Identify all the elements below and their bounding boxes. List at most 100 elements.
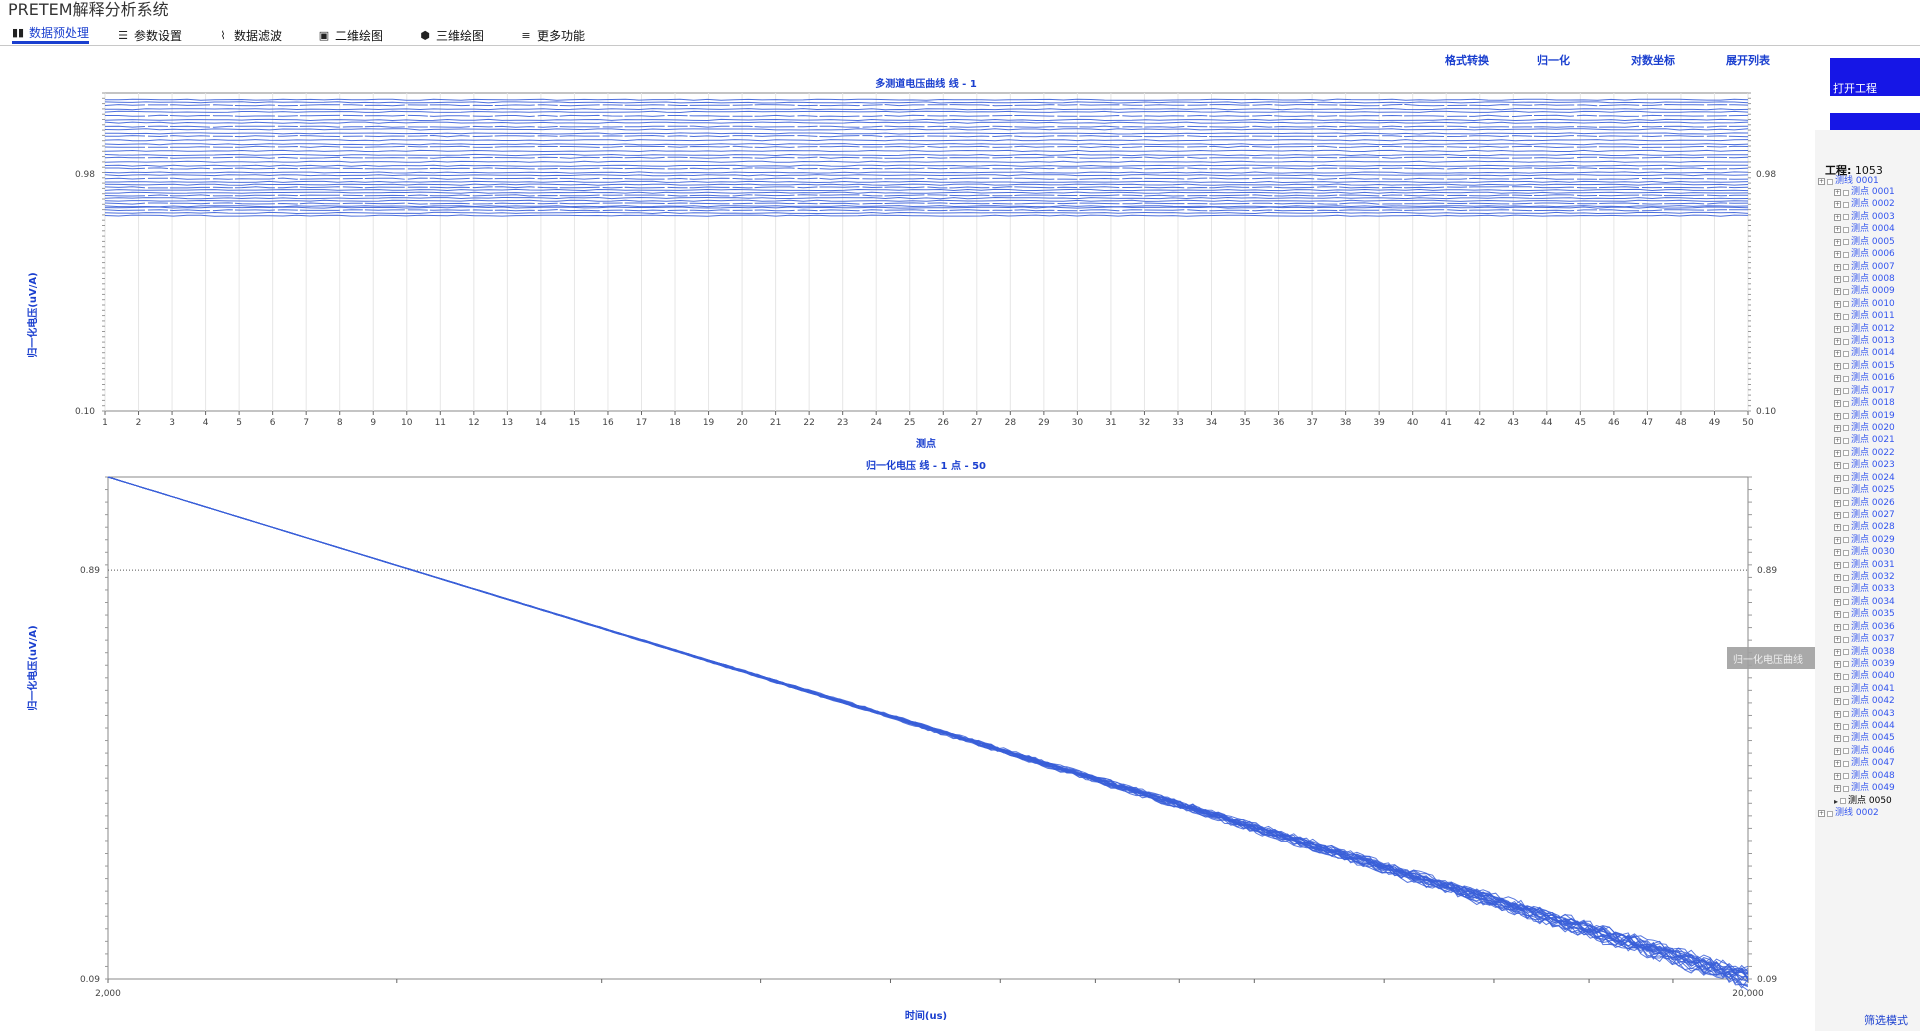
tree-point-node[interactable]: + 测点 0027	[1834, 510, 1895, 521]
tree-point-node[interactable]: + 测点 0006	[1834, 249, 1895, 260]
tree-expand-icon[interactable]: +	[1834, 735, 1841, 743]
tree-checkbox[interactable]	[1843, 599, 1849, 606]
menu-data-filter[interactable]: ⌇ 数据滤波	[217, 25, 282, 45]
tree-expand-icon[interactable]: +	[1834, 238, 1841, 246]
tree-checkbox[interactable]	[1843, 574, 1849, 581]
tree-point-node[interactable]: + 测点 0007	[1834, 262, 1895, 273]
tree-checkbox[interactable]	[1843, 462, 1849, 469]
tree-checkbox[interactable]	[1843, 276, 1849, 283]
tree-checkbox[interactable]	[1843, 611, 1849, 618]
tree-expand-icon[interactable]: +	[1834, 251, 1841, 259]
tree-checkbox[interactable]	[1843, 673, 1849, 680]
filter-mode-button[interactable]: 筛选模式	[1864, 1014, 1908, 1027]
tree-expand-icon[interactable]: +	[1834, 598, 1841, 606]
tree-point-node[interactable]: + 测点 0026	[1834, 498, 1895, 509]
tree-point-node[interactable]: + 测点 0023	[1834, 460, 1895, 471]
tree-checkbox[interactable]	[1843, 363, 1849, 370]
tree-expand-icon[interactable]: +	[1834, 275, 1841, 283]
tree-point-node[interactable]: + 测点 0029	[1834, 535, 1895, 546]
tree-point-node[interactable]: ▸ 测点 0050	[1834, 796, 1892, 807]
tree-arrow-icon[interactable]: ▸	[1834, 796, 1839, 806]
tree-checkbox[interactable]	[1843, 785, 1849, 792]
tree-checkbox[interactable]	[1843, 711, 1849, 718]
tree-checkbox[interactable]	[1843, 562, 1849, 569]
tree-expand-icon[interactable]: +	[1834, 213, 1841, 221]
tree-expand-icon[interactable]: +	[1834, 313, 1841, 321]
tree-checkbox[interactable]	[1843, 338, 1849, 345]
tree-point-node[interactable]: + 测点 0043	[1834, 709, 1895, 720]
expand-list-button[interactable]: 展开列表	[1726, 54, 1770, 67]
tree-point-node[interactable]: + 测点 0035	[1834, 609, 1895, 620]
tree-checkbox[interactable]	[1843, 239, 1849, 246]
normalize-button[interactable]: 归一化	[1537, 54, 1570, 67]
tree-checkbox[interactable]	[1827, 178, 1833, 185]
tree-expand-icon[interactable]: +	[1834, 747, 1841, 755]
tree-expand-icon[interactable]: +	[1834, 325, 1841, 333]
tree-checkbox[interactable]	[1843, 661, 1849, 668]
tree-point-node[interactable]: + 测点 0008	[1834, 274, 1895, 285]
tree-point-node[interactable]: + 测点 0001	[1834, 187, 1895, 198]
tree-checkbox[interactable]	[1843, 512, 1849, 519]
tree-point-node[interactable]: + 测点 0009	[1834, 286, 1895, 297]
tree-checkbox[interactable]	[1843, 264, 1849, 271]
tree-point-node[interactable]: + 测点 0024	[1834, 473, 1895, 484]
tree-checkbox[interactable]	[1843, 686, 1849, 693]
tree-point-node[interactable]: + 测点 0033	[1834, 584, 1895, 595]
tree-expand-icon[interactable]: +	[1834, 536, 1841, 544]
tree-expand-icon[interactable]: +	[1818, 810, 1825, 817]
tree-expand-icon[interactable]: +	[1818, 178, 1825, 185]
tree-checkbox[interactable]	[1843, 425, 1849, 432]
log-scale-button[interactable]: 对数坐标	[1631, 54, 1675, 67]
tree-point-node[interactable]: + 测点 0028	[1834, 522, 1895, 533]
tree-expand-icon[interactable]: +	[1834, 487, 1841, 495]
tree-point-node[interactable]: + 测点 0041	[1834, 684, 1895, 695]
tree-point-node[interactable]: + 测点 0039	[1834, 659, 1895, 670]
tree-point-node[interactable]: + 测点 0036	[1834, 622, 1895, 633]
tree-point-node[interactable]: + 测点 0022	[1834, 448, 1895, 459]
tree-point-node[interactable]: + 测点 0048	[1834, 771, 1895, 782]
tree-expand-icon[interactable]: +	[1834, 561, 1841, 569]
tree-point-node[interactable]: + 测点 0013	[1834, 336, 1895, 347]
tree-expand-icon[interactable]: +	[1834, 362, 1841, 370]
normalized-voltage-chart[interactable]: 归一化电压 线 - 1 点 - 50 归一化电压(uV/A) 时间(us) 2,…	[0, 460, 1790, 1020]
menu-2d-plot[interactable]: ▣ 二维绘图	[318, 25, 383, 45]
tree-checkbox[interactable]	[1843, 437, 1849, 444]
tree-point-node[interactable]: + 测点 0042	[1834, 696, 1895, 707]
tree-point-node[interactable]: + 测点 0004	[1834, 224, 1895, 235]
tree-point-node[interactable]: + 测点 0047	[1834, 758, 1895, 769]
tree-point-node[interactable]: + 测点 0040	[1834, 671, 1895, 682]
tree-checkbox[interactable]	[1843, 201, 1849, 208]
tree-point-node[interactable]: + 测点 0020	[1834, 423, 1895, 434]
tree-checkbox[interactable]	[1843, 450, 1849, 457]
tree-expand-icon[interactable]: +	[1834, 760, 1841, 768]
tree-expand-icon[interactable]: +	[1834, 201, 1841, 209]
tree-expand-icon[interactable]: +	[1834, 698, 1841, 706]
tree-expand-icon[interactable]: +	[1834, 611, 1841, 619]
tree-expand-icon[interactable]: +	[1834, 449, 1841, 457]
tree-point-node[interactable]: + 测点 0015	[1834, 361, 1895, 372]
tree-checkbox[interactable]	[1843, 375, 1849, 382]
tree-expand-icon[interactable]: +	[1834, 574, 1841, 582]
tree-expand-icon[interactable]: +	[1834, 710, 1841, 718]
tree-expand-icon[interactable]: +	[1834, 673, 1841, 681]
tree-expand-icon[interactable]: +	[1834, 623, 1841, 631]
tree-checkbox[interactable]	[1843, 524, 1849, 531]
tree-expand-icon[interactable]: +	[1834, 424, 1841, 432]
tree-checkbox[interactable]	[1843, 487, 1849, 494]
tree-expand-icon[interactable]: +	[1834, 462, 1841, 470]
tree-point-node[interactable]: + 测点 0019	[1834, 411, 1895, 422]
tree-expand-icon[interactable]: +	[1834, 648, 1841, 656]
tree-checkbox[interactable]	[1843, 288, 1849, 295]
tree-checkbox[interactable]	[1843, 549, 1849, 556]
tree-checkbox[interactable]	[1843, 624, 1849, 631]
format-convert-button[interactable]: 格式转换	[1445, 54, 1489, 67]
tree-point-node[interactable]: + 测点 0005	[1834, 237, 1895, 248]
tree-point-node[interactable]: + 测点 0018	[1834, 398, 1895, 409]
tree-point-node[interactable]: + 测点 0044	[1834, 721, 1895, 732]
tree-point-node[interactable]: + 测点 0025	[1834, 485, 1895, 496]
tree-point-node[interactable]: + 测点 0010	[1834, 299, 1895, 310]
tree-checkbox[interactable]	[1843, 698, 1849, 705]
menu-3d-plot[interactable]: ⬢ 三维绘图	[419, 25, 484, 45]
tree-checkbox[interactable]	[1843, 773, 1849, 780]
tree-point-node[interactable]: + 测点 0037	[1834, 634, 1895, 645]
